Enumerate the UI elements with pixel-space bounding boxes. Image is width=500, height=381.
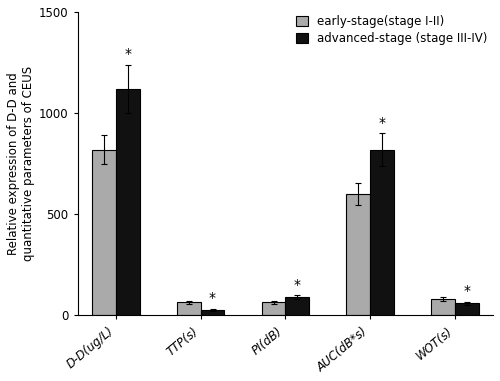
Legend: early-stage(stage I-II), advanced-stage (stage III-IV): early-stage(stage I-II), advanced-stage … — [292, 12, 492, 48]
Y-axis label: Relative expression of D-D and
quantitative parameters of CEUS: Relative expression of D-D and quantitat… — [7, 66, 35, 261]
Bar — [262, 302, 285, 315]
Text: *: * — [378, 116, 386, 130]
Bar — [370, 149, 394, 315]
Bar — [431, 299, 455, 315]
Bar — [92, 149, 116, 315]
Bar — [346, 194, 370, 315]
Text: *: * — [294, 278, 301, 291]
Text: *: * — [209, 291, 216, 305]
Bar — [116, 89, 140, 315]
Text: *: * — [124, 47, 132, 61]
Text: *: * — [464, 284, 470, 298]
Bar — [200, 310, 224, 315]
Bar — [286, 297, 309, 315]
Bar — [455, 303, 478, 315]
Bar — [177, 302, 201, 315]
